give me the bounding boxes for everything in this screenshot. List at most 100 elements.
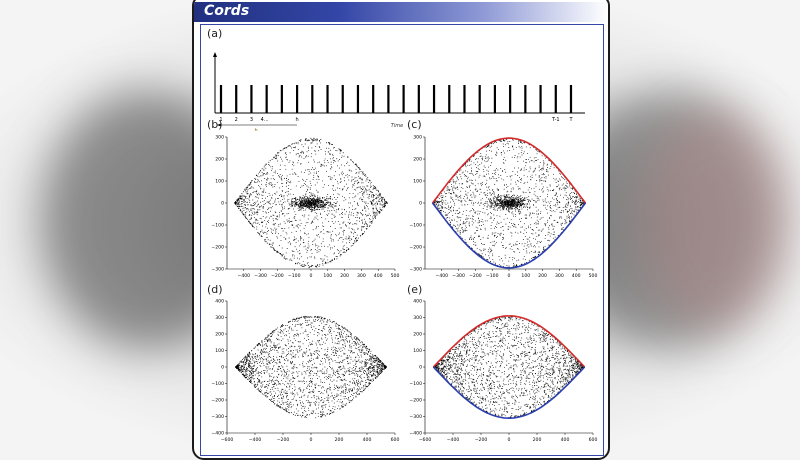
scatter-point: [524, 223, 525, 224]
scatter-point: [505, 224, 506, 225]
scatter-point: [373, 204, 374, 205]
scatter-point: [530, 201, 531, 202]
scatter-point: [246, 218, 247, 219]
scatter-point: [475, 232, 476, 233]
scatter-point: [513, 263, 514, 264]
scatter-point: [380, 209, 381, 210]
scatter-point: [476, 230, 477, 231]
y-tick-label: 100: [413, 179, 422, 185]
scatter-point: [384, 201, 385, 202]
scatter-point: [310, 256, 311, 257]
scatter-point: [576, 200, 577, 201]
scatter-point: [484, 160, 485, 161]
scatter-point: [521, 180, 522, 181]
scatter-point: [508, 226, 509, 227]
scatter-point: [251, 210, 252, 211]
scatter-point: [300, 164, 301, 165]
scatter-point: [505, 196, 506, 197]
scatter-point: [311, 192, 312, 193]
scatter-point: [541, 183, 542, 184]
scatter-point: [507, 196, 508, 197]
scatter-point: [298, 149, 299, 150]
scatter-point: [517, 208, 518, 209]
scatter-point: [568, 215, 569, 216]
scatter-point: [457, 178, 458, 179]
scatter-point: [530, 167, 531, 168]
scatter-point: [289, 205, 290, 206]
scatter-point: [313, 197, 314, 198]
scatter-point: [293, 147, 294, 148]
scatter-point: [473, 219, 474, 220]
scatter-point: [553, 190, 554, 191]
scatter-point: [235, 202, 236, 203]
scatter-point: [541, 170, 542, 171]
scatter-point: [301, 265, 302, 266]
scatter-point: [520, 211, 521, 212]
scatter-point: [496, 227, 497, 228]
scatter-point: [511, 175, 512, 176]
scatter-point: [292, 203, 293, 204]
scatter-point: [317, 196, 318, 197]
scatter-point: [445, 215, 446, 216]
scatter-point: [324, 184, 325, 185]
scatter-point: [288, 208, 289, 209]
scatter-point: [375, 213, 376, 214]
scatter-point: [355, 238, 356, 239]
scatter-point: [334, 217, 335, 218]
scatter-point: [320, 213, 321, 214]
scatter-point: [330, 176, 331, 177]
scatter-point: [478, 218, 479, 219]
scatter-point: [285, 238, 286, 239]
scatter-point: [497, 222, 498, 223]
scatter-point: [532, 229, 533, 230]
scatter-point: [254, 222, 255, 223]
scatter-point: [502, 207, 503, 208]
scatter-point: [566, 185, 567, 186]
scatter-point: [277, 215, 278, 216]
scatter-point: [312, 199, 313, 200]
scatter-point: [277, 219, 278, 220]
scatter-point: [514, 226, 515, 227]
scatter-point: [287, 191, 288, 192]
scatter-point: [519, 214, 520, 215]
scatter-point: [535, 251, 536, 252]
scatter-point: [362, 226, 363, 227]
scatter-point: [362, 179, 363, 180]
scatter-point: [287, 199, 288, 200]
scatter-point: [359, 217, 360, 218]
scatter-point: [274, 186, 275, 187]
scatter-point: [353, 243, 354, 244]
scatter-point: [447, 188, 448, 189]
scatter-point: [310, 204, 311, 205]
scatter-point: [324, 197, 325, 198]
scatter-point: [342, 189, 343, 190]
scatter-point: [343, 230, 344, 231]
scatter-point: [559, 207, 560, 208]
scatter-point: [496, 153, 497, 154]
scatter-point: [438, 201, 439, 202]
scatter-point: [450, 189, 451, 190]
scatter-point: [333, 240, 334, 241]
scatter-point: [556, 199, 557, 200]
scatter-point: [363, 182, 364, 183]
scatter-point: [362, 172, 363, 173]
scatter-point: [569, 216, 570, 217]
scatter-point: [542, 192, 543, 193]
scatter-point: [452, 189, 453, 190]
scatter-point: [547, 167, 548, 168]
scatter-point: [247, 187, 248, 188]
scatter-point: [373, 185, 374, 186]
scatter-point: [509, 141, 510, 142]
scatter-point: [452, 220, 453, 221]
scatter-point: [304, 172, 305, 173]
scatter-point: [265, 168, 266, 169]
scatter-point: [267, 180, 268, 181]
scatter-point: [338, 240, 339, 241]
scatter-point: [275, 232, 276, 233]
scatter-point: [378, 191, 379, 192]
scatter-point: [526, 218, 527, 219]
scatter-point: [352, 184, 353, 185]
scatter-point: [311, 222, 312, 223]
scatter-point: [367, 206, 368, 207]
scatter-point: [346, 251, 347, 252]
